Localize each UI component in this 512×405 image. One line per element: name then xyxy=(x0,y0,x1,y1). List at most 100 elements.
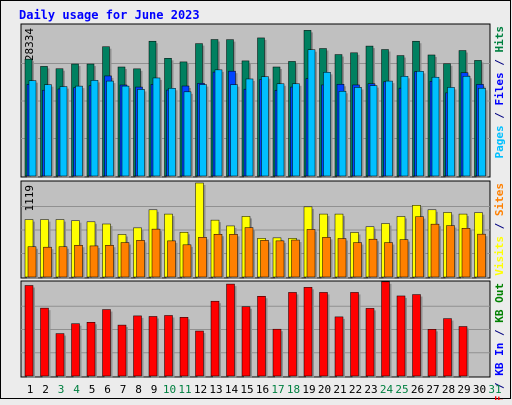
pages-bar xyxy=(354,87,362,177)
kb-bar xyxy=(86,322,96,377)
pages-bar xyxy=(168,88,176,177)
day-label: 15 xyxy=(240,383,253,396)
kb-bar xyxy=(365,308,375,377)
day-label: 18 xyxy=(287,383,300,396)
pages-bar xyxy=(276,83,285,177)
sites-bar xyxy=(446,225,455,278)
sites-bar xyxy=(43,246,52,278)
day-label: 29 xyxy=(457,383,470,396)
legend-part: Pages xyxy=(493,125,506,158)
pages-bar xyxy=(261,76,269,177)
kb-bar xyxy=(412,294,421,377)
legend-part: / xyxy=(493,106,506,126)
day-label: 13 xyxy=(209,383,222,396)
legend-part: / xyxy=(493,323,506,343)
chart-title: Daily usage for June 2023 xyxy=(19,8,200,22)
panel-ymax-label: 1119 xyxy=(23,185,36,212)
sites-bar xyxy=(260,240,269,278)
sites-bar xyxy=(430,223,440,278)
pages-bar xyxy=(323,72,331,177)
pages-bar xyxy=(106,80,114,177)
day-label: 8 xyxy=(135,383,142,396)
day-label: 14 xyxy=(225,383,239,396)
day-label: 30 xyxy=(473,383,486,396)
day-label: 1 xyxy=(27,383,34,396)
sites-bar xyxy=(415,216,424,278)
sites-bar xyxy=(136,240,145,278)
pages-bar xyxy=(214,69,223,177)
sites-bar xyxy=(322,237,331,278)
sites-bar xyxy=(244,227,254,278)
kb-bar xyxy=(55,333,65,377)
sites-bar xyxy=(337,238,347,278)
pages-bar xyxy=(307,49,316,177)
day-label: 24 xyxy=(380,383,394,396)
pages-bar xyxy=(59,86,68,177)
sites-bar xyxy=(384,242,393,278)
day-label: 20 xyxy=(318,383,331,396)
kb-bar xyxy=(334,316,344,377)
pages-bar xyxy=(292,83,300,177)
day-label: 6 xyxy=(104,383,111,396)
legend-part: / xyxy=(493,376,506,396)
sites-bar xyxy=(27,246,37,278)
day-label: 11 xyxy=(178,383,191,396)
sites-bar xyxy=(461,228,471,278)
panel-series-legend: Visits / Sites xyxy=(493,183,506,276)
day-label: 4 xyxy=(73,383,80,396)
day-label: 5 xyxy=(89,383,96,396)
kb-bar xyxy=(458,326,468,377)
kb-bar xyxy=(381,281,390,377)
day-label: 9 xyxy=(151,383,158,396)
day-label: 31 xyxy=(488,383,501,396)
panel-visits-sites: 1119 Visits / Sites xyxy=(20,180,506,279)
legend-part: / xyxy=(493,216,506,236)
legend-part: / xyxy=(493,53,506,73)
pages-bar xyxy=(400,76,409,177)
sites-bar xyxy=(182,244,192,278)
pages-bar xyxy=(199,84,207,177)
pages-bar xyxy=(385,80,393,177)
kb-bar xyxy=(319,292,328,377)
kb-bar xyxy=(443,318,452,377)
sites-bar xyxy=(74,244,83,278)
sites-bar xyxy=(291,239,300,278)
kb-bar xyxy=(303,287,313,377)
sites-bar xyxy=(477,233,486,278)
kb-bar xyxy=(40,307,49,377)
kb-bar xyxy=(71,323,80,377)
day-label: 19 xyxy=(302,383,315,396)
sites-bar xyxy=(229,234,238,278)
kb-bar xyxy=(102,309,111,377)
day-label: 16 xyxy=(256,383,269,396)
legend-part: KB Out xyxy=(493,283,506,323)
kb-bar xyxy=(179,317,189,377)
sites-bar xyxy=(306,229,316,278)
sites-bar xyxy=(353,242,362,278)
panel-ymax-label: 28334 xyxy=(23,28,36,61)
day-label: 26 xyxy=(411,383,424,396)
kb-bar xyxy=(210,300,220,377)
pages-bar xyxy=(137,89,145,177)
pages-bar xyxy=(369,85,378,177)
sites-bar xyxy=(167,240,176,278)
sites-bar xyxy=(399,239,409,278)
pages-bar xyxy=(230,84,238,177)
sites-bar xyxy=(368,238,378,278)
panel-hits-files-pages: 28334 Pages / Files / Hits xyxy=(20,23,506,179)
pages-bar xyxy=(447,87,455,177)
pages-bar xyxy=(416,71,424,177)
kb-bar xyxy=(133,315,142,377)
kb-bar xyxy=(257,295,266,377)
kb-bar xyxy=(195,330,204,377)
panel-kb-in-out: 657667KB F / KB In / KB Out xyxy=(20,280,506,405)
kb-bar xyxy=(350,292,359,377)
kb-bar xyxy=(117,324,127,377)
pages-bar xyxy=(121,85,130,177)
legend-part: Sites xyxy=(493,183,506,216)
pages-bar xyxy=(183,91,192,177)
pages-bar xyxy=(90,80,99,177)
